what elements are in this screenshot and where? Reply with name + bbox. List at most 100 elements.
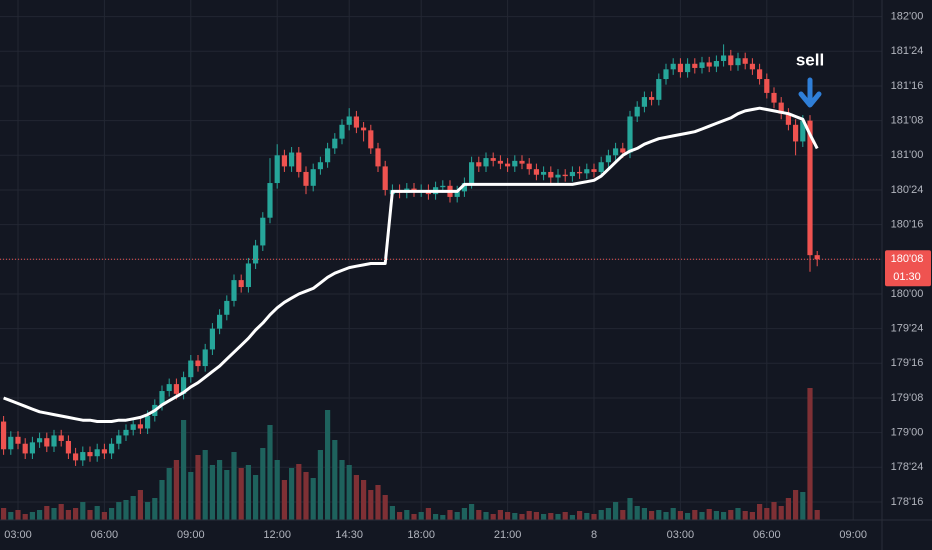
volume-bar xyxy=(22,514,28,520)
volume-bar xyxy=(728,510,734,520)
candle-body xyxy=(800,120,806,142)
candle-body xyxy=(440,185,446,188)
volume-bar xyxy=(548,513,554,520)
y-tick-label: 178'16 xyxy=(891,496,924,508)
candle-body xyxy=(80,452,86,461)
candle-body xyxy=(677,63,683,73)
candle-body xyxy=(807,120,813,256)
candle-body xyxy=(123,429,129,436)
volume-bar xyxy=(80,502,86,520)
volume-bar xyxy=(15,510,21,520)
volume-bar xyxy=(749,512,755,520)
volume-bar xyxy=(735,508,741,520)
volume-bar xyxy=(699,512,705,520)
candle-body xyxy=(497,160,503,164)
candle-body xyxy=(202,349,208,367)
candle-body xyxy=(469,162,475,184)
x-tick-label: 18:00 xyxy=(407,529,435,541)
candle-body xyxy=(94,449,100,457)
candle-body xyxy=(454,191,460,197)
y-tick-label: 181'08 xyxy=(891,115,924,127)
volume-bar xyxy=(634,506,640,520)
candle-body xyxy=(238,280,244,288)
volume-bar xyxy=(8,512,14,520)
volume-bar xyxy=(641,508,647,520)
volume-bar xyxy=(591,514,597,520)
volume-bar xyxy=(58,504,64,520)
volume-bar xyxy=(425,508,431,520)
y-tick-label: 180'24 xyxy=(891,184,924,196)
candle-body xyxy=(296,152,302,172)
candle-body xyxy=(281,155,287,167)
x-tick-label: 8 xyxy=(591,529,597,541)
candle-body xyxy=(598,162,604,172)
volume-bar xyxy=(37,510,43,520)
candle-body xyxy=(699,62,705,68)
candle-body xyxy=(526,163,532,170)
candle-body xyxy=(260,217,266,246)
volume-bar xyxy=(173,460,179,520)
volume-bar xyxy=(145,502,151,520)
volume-bar xyxy=(555,514,561,520)
volume-bar xyxy=(404,510,410,520)
sell-arrow xyxy=(798,77,822,108)
volume-bar xyxy=(685,513,691,520)
candle-body xyxy=(303,171,309,186)
candle-body xyxy=(706,62,712,67)
candle-body xyxy=(181,377,187,394)
volume-bar xyxy=(757,504,763,520)
candle-body xyxy=(814,255,820,260)
volume-bar xyxy=(202,450,208,520)
candle-body xyxy=(641,97,647,107)
candle-body xyxy=(65,440,71,454)
candle-body xyxy=(368,130,374,149)
candle-body xyxy=(778,102,784,114)
volume-bar xyxy=(613,502,619,520)
candle-body xyxy=(793,124,799,142)
volume-bar xyxy=(620,510,626,520)
volume-bar xyxy=(87,510,93,520)
candle-body xyxy=(613,148,619,156)
volume-bar xyxy=(29,512,35,520)
volume-bar xyxy=(217,460,223,520)
volume-bar xyxy=(605,508,611,520)
volume-bar xyxy=(533,512,539,520)
candle-body xyxy=(15,436,21,444)
candle-body xyxy=(231,280,237,301)
volume-bar xyxy=(339,460,345,520)
candle-body xyxy=(656,79,662,100)
x-tick-label: 14:30 xyxy=(335,529,363,541)
volume-bar xyxy=(116,502,122,520)
x-tick-label: 06:00 xyxy=(753,529,781,541)
volume-bar xyxy=(332,440,338,520)
candle-body xyxy=(109,443,115,454)
volume-bar xyxy=(577,511,583,520)
candle-body xyxy=(728,55,734,66)
volume-bar xyxy=(692,510,698,520)
volume-bar xyxy=(483,512,489,520)
volume-bar xyxy=(152,498,158,520)
volume-bar xyxy=(382,495,388,520)
candle-body xyxy=(195,360,201,367)
volume-bar xyxy=(397,512,403,520)
volume-bar xyxy=(303,472,309,520)
volume-bar xyxy=(526,511,532,520)
candle-body xyxy=(634,106,640,117)
candle-body xyxy=(245,263,251,288)
candle-body xyxy=(541,171,547,175)
candle-body xyxy=(713,61,719,67)
candle-body xyxy=(627,116,633,153)
volume-bar xyxy=(469,504,475,520)
candle-body xyxy=(735,58,741,66)
candle-body xyxy=(209,328,215,350)
volume-bar xyxy=(800,492,806,520)
candle-body xyxy=(37,438,43,443)
volume-bar xyxy=(101,512,107,520)
volume-bar xyxy=(346,465,352,520)
volume-bar xyxy=(663,512,669,520)
candle-body xyxy=(51,435,57,447)
volume-bar xyxy=(562,512,568,520)
candle-body xyxy=(505,163,511,167)
volume-bar xyxy=(123,500,129,520)
volume-bar xyxy=(317,450,323,520)
